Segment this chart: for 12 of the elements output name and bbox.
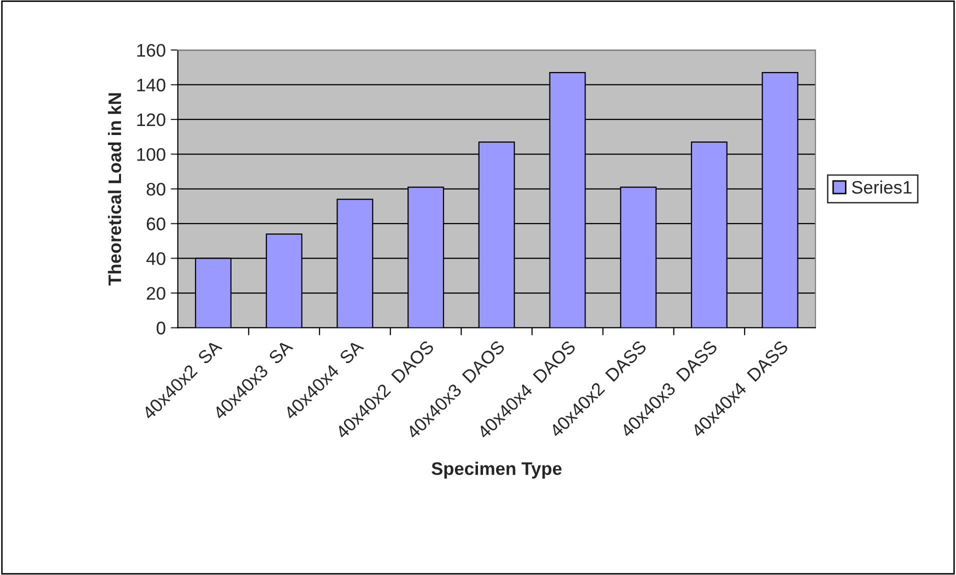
- y-axis-title: Theoretical Load in kN: [108, 93, 122, 286]
- y-tick-label: 40: [146, 252, 166, 266]
- y-tick-label: 100: [137, 148, 166, 161]
- x-axis-title: Specimen Type: [432, 462, 562, 479]
- y-tick-label: 0: [156, 322, 166, 334]
- y-tick-label: 60: [146, 218, 166, 230]
- y-tick-label: 160: [137, 44, 166, 57]
- y-tick-label: 120: [137, 113, 166, 126]
- y-tick-label: 140: [137, 78, 166, 92]
- y-tick-label: 80: [146, 182, 166, 196]
- legend-label: Series1: [852, 180, 912, 194]
- y-tick-label: 20: [146, 286, 166, 300]
